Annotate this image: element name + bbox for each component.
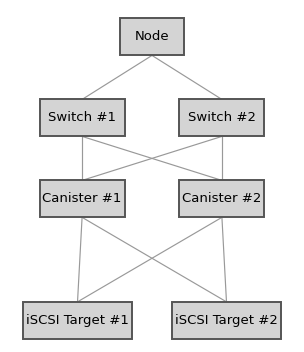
FancyBboxPatch shape bbox=[23, 302, 132, 339]
Text: Node: Node bbox=[135, 31, 169, 43]
Text: iSCSI Target #2: iSCSI Target #2 bbox=[175, 314, 278, 327]
FancyBboxPatch shape bbox=[120, 18, 184, 55]
Text: Switch #2: Switch #2 bbox=[188, 112, 256, 124]
Text: Canister #1: Canister #1 bbox=[42, 193, 122, 205]
Text: iSCSI Target #1: iSCSI Target #1 bbox=[26, 314, 129, 327]
Text: Switch #1: Switch #1 bbox=[48, 112, 116, 124]
FancyBboxPatch shape bbox=[40, 99, 125, 136]
Text: Canister #2: Canister #2 bbox=[182, 193, 262, 205]
FancyBboxPatch shape bbox=[179, 180, 264, 217]
FancyBboxPatch shape bbox=[179, 99, 264, 136]
FancyBboxPatch shape bbox=[172, 302, 281, 339]
FancyBboxPatch shape bbox=[40, 180, 125, 217]
